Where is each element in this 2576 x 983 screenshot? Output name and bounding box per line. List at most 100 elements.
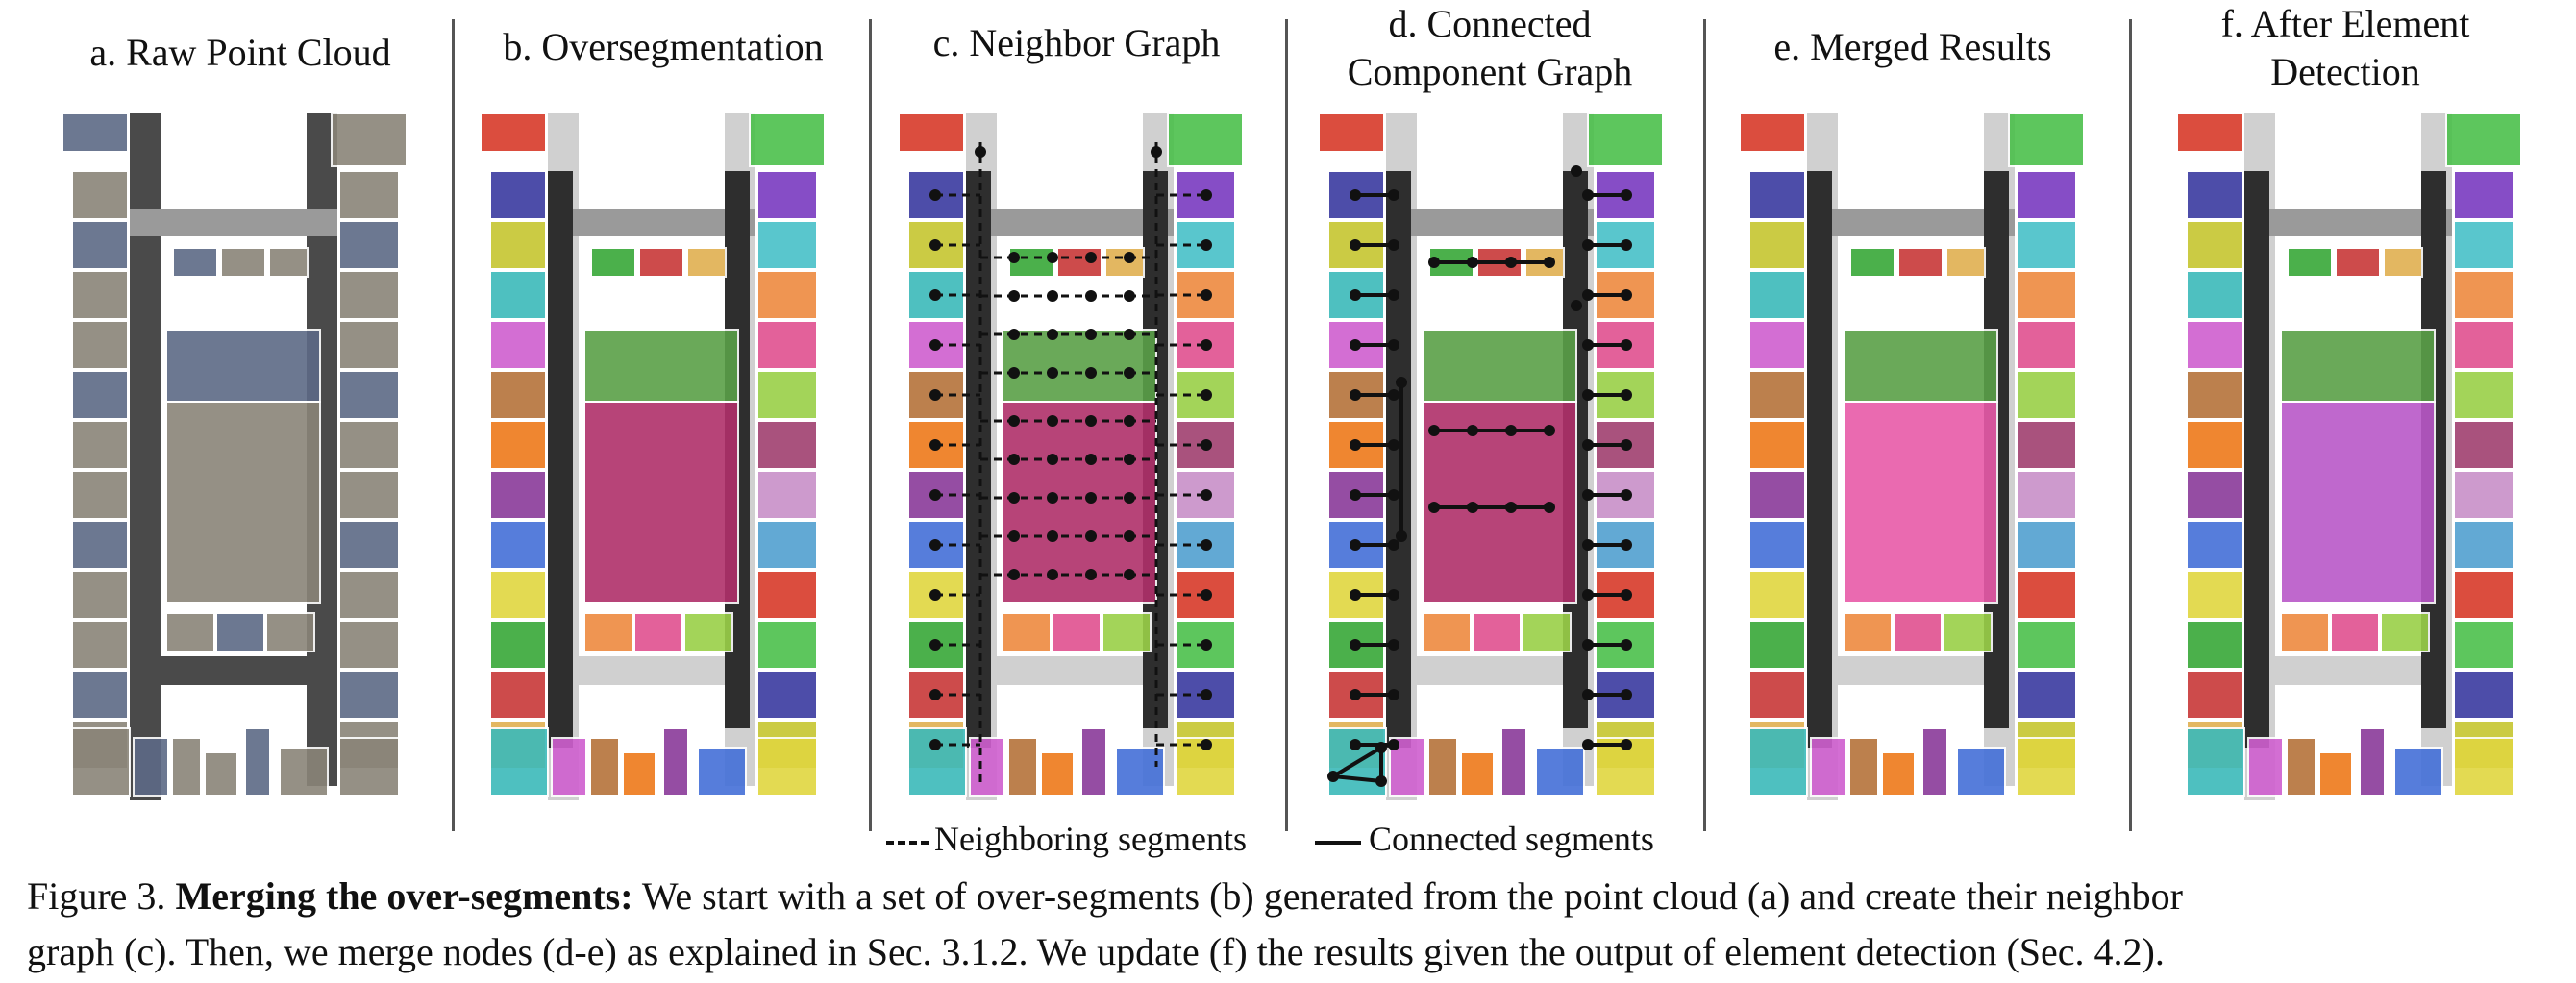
raw-point-cloud-image (62, 113, 408, 800)
graph-node (1008, 367, 1020, 379)
room-segment (71, 220, 129, 270)
graph-node (1124, 415, 1135, 427)
room-segment (2186, 470, 2243, 520)
room-segment (1052, 612, 1102, 652)
room-segment (480, 113, 547, 153)
room-segment (2016, 520, 2077, 570)
graph-node (1124, 569, 1135, 580)
room-segment (338, 737, 400, 797)
graph-node (929, 739, 941, 750)
graph-node (1621, 389, 1632, 401)
room-segment (2359, 727, 2386, 797)
graph-node (1201, 689, 1212, 700)
graph-node (929, 489, 941, 501)
hallway-bottom (130, 656, 337, 685)
room-segment (338, 320, 400, 370)
room-segment (71, 520, 129, 570)
room-segment (1535, 747, 1585, 797)
graph-node (1388, 589, 1399, 601)
room-segment (2280, 329, 2436, 403)
room-segment (1056, 247, 1102, 278)
graph-node (1582, 389, 1594, 401)
room-segment (756, 620, 818, 670)
room-segment (165, 329, 321, 403)
room-segment (2286, 737, 2316, 797)
hallway-bottom (2244, 656, 2452, 685)
graph-node (1388, 239, 1399, 251)
room-segment (2453, 737, 2514, 797)
room-segment (2016, 670, 2077, 720)
graph-node (1582, 489, 1594, 501)
room-segment (489, 220, 547, 270)
graph-node (1544, 502, 1555, 513)
room-segment (583, 401, 739, 604)
room-segment (1587, 113, 1664, 167)
panel-a-image (53, 113, 418, 805)
panel-title-b: b. Oversegmentation (452, 23, 875, 71)
graph-node (1047, 492, 1058, 504)
graph-node (1201, 639, 1212, 651)
room-segment (2016, 270, 2077, 320)
graph-node (1008, 492, 1020, 504)
room-segment (638, 247, 684, 278)
graph-node (1201, 389, 1212, 401)
room-segment (1595, 737, 1656, 797)
graph-node (1467, 257, 1478, 268)
room-segment (2186, 520, 2243, 570)
room-segment (1748, 470, 1806, 520)
room-segment (756, 670, 818, 720)
hallway-top (1386, 209, 1594, 236)
graph-node (1375, 775, 1387, 787)
room-segment (1881, 751, 1916, 797)
graph-node (1047, 367, 1058, 379)
room-segment (1115, 747, 1165, 797)
room-segment (2016, 220, 2077, 270)
room-segment (2287, 247, 2333, 278)
room-segment (71, 670, 129, 720)
room-segment (338, 520, 400, 570)
room-segment (1956, 747, 2006, 797)
room-segment (969, 737, 1005, 797)
caption-prefix: Figure 3. (27, 874, 166, 918)
graph-node (1621, 589, 1632, 601)
room-segment (1810, 737, 1846, 797)
title-line: b. Oversegmentation (503, 25, 824, 68)
room-segment (2186, 727, 2245, 797)
graph-node (1621, 739, 1632, 750)
room-segment (2453, 570, 2514, 620)
graph-node (1582, 289, 1594, 301)
graph-node (1085, 415, 1097, 427)
graph-node (1047, 415, 1058, 427)
room-segment (489, 320, 547, 370)
graph-node (1428, 425, 1440, 436)
graph-node (1621, 289, 1632, 301)
graph-node (1047, 290, 1058, 302)
graph-node (1047, 454, 1058, 465)
room-segment (489, 670, 547, 720)
hallway-bottom (1807, 656, 2015, 685)
graph-node (1350, 439, 1361, 451)
room-segment (2016, 370, 2077, 420)
graph-node (1085, 367, 1097, 379)
room-segment (338, 270, 400, 320)
graph-node (1467, 502, 1478, 513)
room-segment (489, 520, 547, 570)
graph-node (1008, 252, 1020, 263)
graph-node (1388, 689, 1399, 700)
graph-node (1544, 425, 1555, 436)
room-segment (2016, 470, 2077, 520)
room-segment (2380, 612, 2430, 652)
room-segment (268, 247, 309, 278)
room-segment (62, 113, 129, 153)
room-segment (489, 170, 547, 220)
panel-d-image (1309, 113, 1674, 805)
room-segment (338, 220, 400, 270)
room-segment (71, 620, 129, 670)
room-segment (71, 170, 129, 220)
room-segment (1943, 612, 1993, 652)
room-segment (2445, 113, 2522, 167)
room-segment (1422, 612, 1472, 652)
graph-node (1085, 252, 1097, 263)
room-segment (2453, 670, 2514, 720)
graph-node (1505, 502, 1517, 513)
